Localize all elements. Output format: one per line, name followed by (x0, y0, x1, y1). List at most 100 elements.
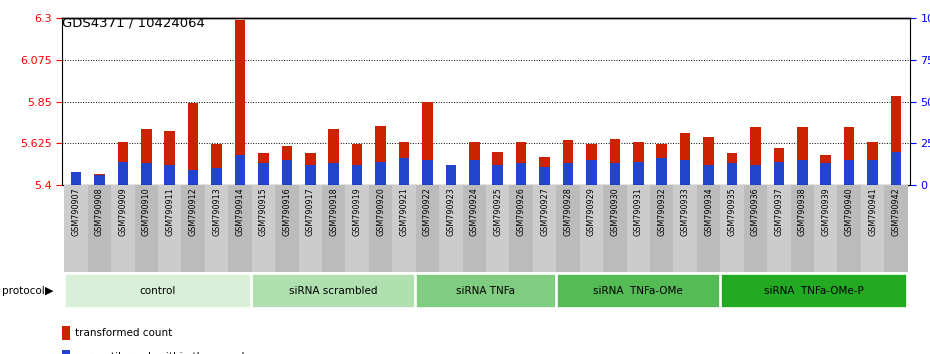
Bar (844, 127, 855, 185)
Bar (416, 185, 439, 272)
Text: GSM790935: GSM790935 (727, 188, 737, 236)
Bar (586, 144, 597, 185)
Text: GSM790911: GSM790911 (166, 188, 174, 236)
Bar (328, 163, 339, 185)
Text: GSM790922: GSM790922 (423, 188, 432, 236)
Bar (767, 185, 790, 272)
Bar (884, 185, 908, 272)
Bar (422, 160, 432, 185)
Bar (586, 160, 597, 185)
Bar (445, 165, 456, 185)
Text: siRNA scrambled: siRNA scrambled (289, 286, 378, 296)
Bar (657, 144, 667, 185)
Bar (556, 185, 579, 272)
Bar (533, 185, 556, 272)
Bar (650, 185, 673, 272)
Text: GSM790936: GSM790936 (751, 188, 760, 236)
Bar (797, 127, 807, 185)
Text: GSM790925: GSM790925 (493, 188, 502, 236)
Bar (633, 162, 644, 185)
Bar (744, 185, 767, 272)
Bar (891, 152, 901, 185)
Text: GSM790939: GSM790939 (821, 188, 830, 236)
Bar (135, 185, 158, 272)
Text: percentile rank within the sample: percentile rank within the sample (75, 353, 251, 354)
Text: GSM790910: GSM790910 (142, 188, 151, 236)
Bar (633, 142, 644, 185)
Bar (399, 142, 409, 185)
Bar (392, 185, 416, 272)
Bar (369, 185, 392, 272)
Bar (141, 163, 152, 185)
Bar (94, 174, 105, 185)
Bar (422, 102, 432, 185)
Bar (417, 274, 556, 308)
Bar (493, 165, 503, 185)
Text: GSM790913: GSM790913 (212, 188, 221, 236)
Bar (117, 162, 128, 185)
Text: GSM790923: GSM790923 (446, 188, 456, 236)
Text: GSM790932: GSM790932 (658, 188, 666, 236)
Bar (563, 141, 573, 185)
Bar (516, 163, 526, 185)
Bar (516, 142, 526, 185)
Bar (65, 274, 251, 308)
Bar (539, 167, 550, 185)
Text: GSM790915: GSM790915 (259, 188, 268, 236)
Bar (112, 185, 135, 272)
Bar (680, 160, 690, 185)
Text: GSM790940: GSM790940 (844, 188, 854, 236)
Text: siRNA  TNFa-OMe-P: siRNA TNFa-OMe-P (764, 286, 864, 296)
Text: protocol: protocol (2, 286, 45, 296)
Bar (861, 185, 884, 272)
Bar (697, 185, 720, 272)
Text: GSM790917: GSM790917 (306, 188, 315, 236)
Text: GSM790907: GSM790907 (72, 188, 81, 236)
Bar (462, 185, 486, 272)
Bar (305, 153, 315, 185)
Text: GSM790927: GSM790927 (540, 188, 549, 236)
Text: GSM790909: GSM790909 (118, 188, 127, 236)
Bar (211, 144, 222, 185)
Bar (376, 162, 386, 185)
Bar (188, 103, 198, 185)
Text: GSM790930: GSM790930 (610, 188, 619, 236)
Bar (774, 162, 784, 185)
Bar (87, 185, 112, 272)
Text: control: control (140, 286, 176, 296)
Bar (252, 185, 275, 272)
Bar (609, 163, 620, 185)
Bar (259, 153, 269, 185)
Bar (469, 160, 480, 185)
Bar (259, 163, 269, 185)
Text: GSM790941: GSM790941 (868, 188, 877, 236)
Bar (726, 153, 737, 185)
Bar (158, 185, 181, 272)
Bar (282, 160, 292, 185)
Text: GSM790926: GSM790926 (517, 188, 525, 236)
Bar (721, 274, 907, 308)
Bar (844, 160, 855, 185)
Bar (345, 185, 369, 272)
Bar (868, 160, 878, 185)
Text: GSM790916: GSM790916 (283, 188, 291, 236)
Bar (352, 144, 363, 185)
Bar (94, 175, 105, 185)
Bar (627, 185, 650, 272)
Bar (165, 165, 175, 185)
Bar (399, 158, 409, 185)
Text: GSM790914: GSM790914 (235, 188, 245, 236)
Bar (234, 20, 246, 185)
Bar (445, 165, 456, 185)
Bar (229, 185, 252, 272)
Text: GSM790933: GSM790933 (681, 188, 690, 236)
Bar (328, 129, 339, 185)
Bar (609, 139, 620, 185)
Bar (211, 168, 222, 185)
Bar (820, 155, 830, 185)
Bar (252, 274, 416, 308)
Bar (439, 185, 462, 272)
Text: GSM790921: GSM790921 (400, 188, 408, 236)
Bar (486, 185, 510, 272)
Text: GSM790931: GSM790931 (633, 188, 643, 236)
